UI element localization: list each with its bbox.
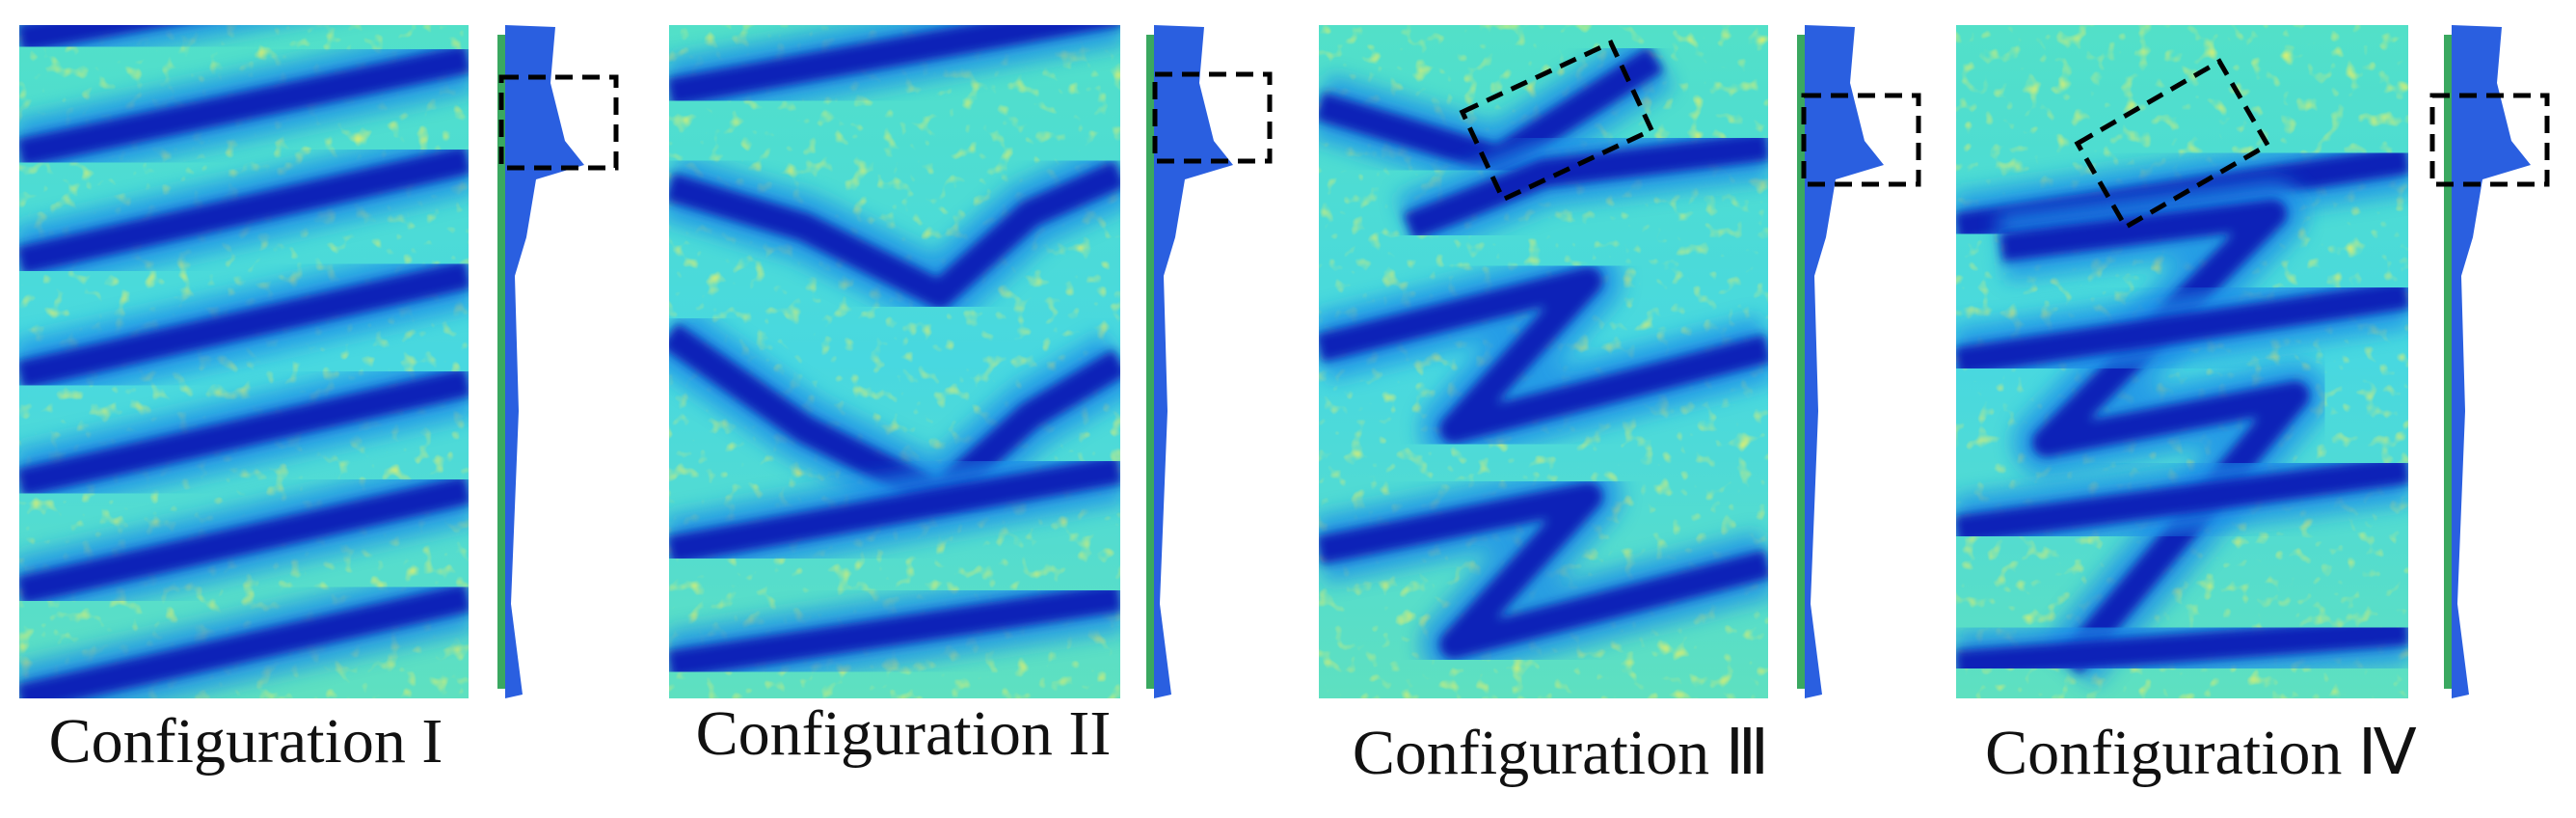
band-core <box>1319 481 1768 660</box>
band-core <box>669 25 1120 107</box>
stripes <box>1319 30 1768 679</box>
band-core <box>19 475 469 605</box>
profile-edge <box>2444 35 2452 689</box>
band-core <box>19 259 469 390</box>
panel-label: Configuration II <box>696 698 1112 769</box>
stripes <box>1956 125 2408 698</box>
dashed-box <box>498 74 619 171</box>
dashed-box <box>1152 71 1273 164</box>
band-core <box>1956 280 2408 376</box>
profile-shape <box>2452 25 2531 698</box>
profile-edge <box>1146 35 1154 689</box>
contour-map <box>19 25 619 698</box>
stripes <box>669 25 1120 698</box>
band-core <box>669 159 1120 310</box>
panel-label: Configuration Ⅳ <box>1985 718 2417 788</box>
dashed-box <box>1459 39 1655 204</box>
profile-shape <box>1805 25 1884 698</box>
profile-shape <box>505 25 584 698</box>
band-core <box>19 145 469 275</box>
contour-map <box>669 25 1273 698</box>
contour-map <box>1319 25 1921 698</box>
dashed-box <box>1801 93 1921 187</box>
band-core <box>1956 454 2408 545</box>
band-core <box>669 454 1120 565</box>
panel-label: Configuration Ⅲ <box>1353 718 1769 788</box>
dashed-box <box>2074 58 2271 231</box>
band-core <box>1956 616 2408 680</box>
stripes <box>19 25 469 698</box>
band-core <box>19 368 469 498</box>
band-core <box>19 25 176 53</box>
profile-shape <box>1154 25 1233 698</box>
dashed-box <box>2429 93 2550 187</box>
band-core <box>19 44 469 168</box>
band-core <box>669 583 1120 679</box>
band-core <box>1403 131 1768 241</box>
band-core <box>1319 266 1768 444</box>
contour-map <box>1956 25 2550 698</box>
profile-edge <box>1797 35 1805 689</box>
band-core <box>19 583 469 698</box>
panel-label: Configuration I <box>49 706 443 777</box>
profile-edge <box>497 35 505 689</box>
